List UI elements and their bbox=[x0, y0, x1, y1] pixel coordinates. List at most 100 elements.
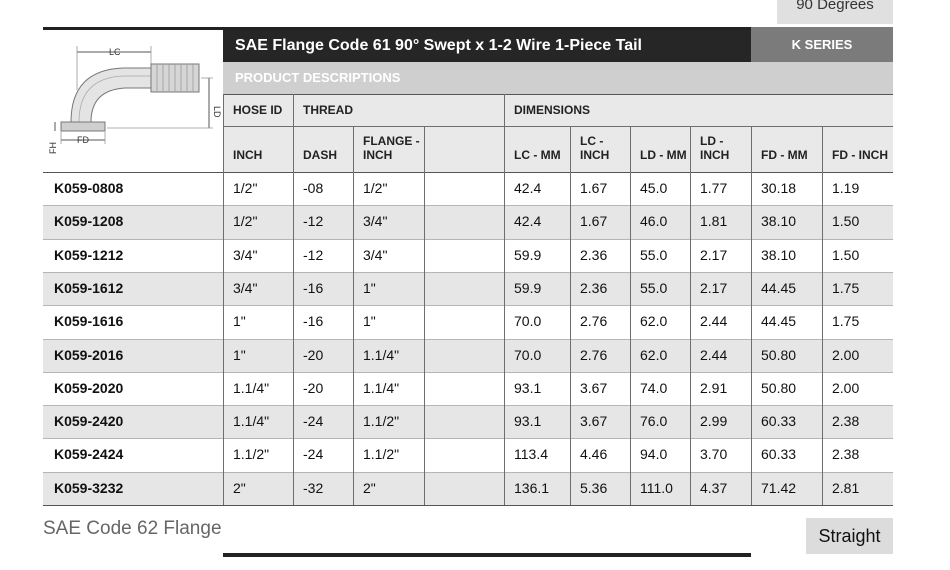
table-cell: 2.17 bbox=[700, 279, 728, 296]
column-rule bbox=[424, 126, 425, 505]
fitting-diagram-svg: LC LD FD FH bbox=[48, 46, 222, 154]
header-sub-cell: LD - INCH bbox=[690, 126, 751, 172]
row-rule bbox=[43, 305, 893, 307]
table-cell: 3/4" bbox=[233, 246, 258, 263]
table-cell: 1" bbox=[233, 346, 246, 363]
table-cell: 2.38 bbox=[832, 446, 860, 463]
column-rule bbox=[353, 126, 354, 505]
hose-part-number: K059-3232 bbox=[54, 479, 124, 496]
column-rule bbox=[630, 126, 631, 505]
table-cell: 74.0 bbox=[640, 379, 668, 396]
table-cell: -08 bbox=[303, 180, 324, 196]
table-cell: 2" bbox=[363, 479, 376, 496]
table-cell: 2.76 bbox=[580, 313, 608, 330]
table-cell: 44.45 bbox=[761, 279, 797, 296]
straight-tab[interactable]: Straight bbox=[806, 518, 893, 554]
header-sub-label: FLANGE - INCH bbox=[363, 134, 420, 162]
table-cell: 2.36 bbox=[580, 279, 608, 296]
table-cell: 1.67 bbox=[580, 180, 608, 196]
top-tab-label: 90 Degrees bbox=[796, 0, 874, 13]
table-cell: 30.18 bbox=[761, 180, 797, 196]
table-cell: 1.19 bbox=[832, 180, 860, 196]
diagram-label-ld: LD bbox=[212, 106, 222, 118]
table-cell: 62.0 bbox=[640, 346, 668, 363]
table-cell: 71.42 bbox=[761, 479, 797, 496]
table-cell: 50.80 bbox=[761, 346, 797, 363]
table-cell: 2.38 bbox=[832, 413, 860, 430]
table-cell: -20 bbox=[303, 346, 324, 363]
table-cell: 4.46 bbox=[580, 446, 608, 463]
row-rule bbox=[43, 205, 893, 207]
column-rule bbox=[690, 126, 691, 505]
header-sub-cell: FLANGE - INCH bbox=[353, 126, 424, 172]
table-cell: 2.44 bbox=[700, 346, 728, 363]
row-rule bbox=[43, 238, 893, 240]
table-cell: 1.1/2" bbox=[363, 413, 400, 430]
row-rule bbox=[43, 471, 893, 473]
table-cell: 2" bbox=[233, 479, 246, 496]
table-bottom-rule bbox=[43, 505, 893, 506]
table-cell: -12 bbox=[303, 213, 324, 230]
diagram-label-lc: LC bbox=[109, 47, 121, 57]
header-sub-label: DASH bbox=[303, 148, 338, 162]
product-descriptions-label: PRODUCT DESCRIPTIONS bbox=[235, 70, 401, 85]
table-cell: -16 bbox=[303, 313, 324, 330]
column-rule bbox=[751, 126, 752, 505]
table-cell: -12 bbox=[303, 246, 324, 263]
table-cell: 1.1/4" bbox=[363, 346, 400, 363]
hose-part-number: K059-1208 bbox=[54, 213, 124, 230]
table-cell: 136.1 bbox=[514, 479, 550, 496]
table-cell: 1/2" bbox=[363, 180, 388, 196]
hose-part-number: K059-1212 bbox=[54, 246, 124, 263]
table-cell: 3.67 bbox=[580, 379, 608, 396]
header-sub-cell: FD - INCH bbox=[822, 126, 893, 172]
header-dimensions-cell: DIMENSIONS bbox=[504, 94, 893, 126]
table-cell: 1.81 bbox=[700, 213, 728, 230]
header-sub-label: INCH bbox=[233, 148, 263, 162]
table-cell: -16 bbox=[303, 279, 324, 296]
table-cell: 1" bbox=[233, 313, 246, 330]
next-section-title: SAE Code 62 Flange bbox=[43, 518, 222, 540]
fitting-diagram: LC LD FD FH bbox=[43, 30, 223, 172]
table-cell: 3/4" bbox=[363, 213, 388, 230]
next-section-title-text: SAE Code 62 Flange bbox=[43, 518, 222, 539]
straight-tab-label: Straight bbox=[818, 526, 881, 546]
table-cell: 60.33 bbox=[761, 446, 797, 463]
bottom-divider bbox=[223, 553, 751, 557]
table-cell: 1.1/4" bbox=[363, 379, 400, 396]
table-cell: 1/2" bbox=[233, 180, 258, 196]
table-cell: 111.0 bbox=[640, 479, 673, 496]
row-rule bbox=[43, 338, 893, 340]
header-mid-rule bbox=[223, 126, 893, 127]
table-cell: 3.67 bbox=[580, 413, 608, 430]
table-cell: 1.1/4" bbox=[233, 413, 270, 430]
table-cell: 1.50 bbox=[832, 213, 860, 230]
top-tab-90-degrees[interactable]: 90 Degrees bbox=[777, 0, 893, 24]
header-sub-cell: LC - MM bbox=[504, 126, 570, 172]
header-thread-cell: THREAD bbox=[293, 94, 504, 126]
table-cell: 1/2" bbox=[233, 213, 258, 230]
table-cell: 1.1/2" bbox=[233, 446, 270, 463]
hose-part-number: K059-2016 bbox=[54, 346, 124, 363]
hose-part-number: K059-2424 bbox=[54, 446, 124, 463]
table-cell: 94.0 bbox=[640, 446, 668, 463]
top-divider bbox=[43, 27, 751, 30]
column-rule bbox=[822, 126, 823, 505]
header-sub-cell: FD - MM bbox=[751, 126, 822, 172]
table-cell: 2.81 bbox=[832, 479, 860, 496]
table-cell: 4.37 bbox=[700, 479, 728, 496]
table-cell: 93.1 bbox=[514, 413, 542, 430]
table-cell: 70.0 bbox=[514, 313, 542, 330]
table-cell: 46.0 bbox=[640, 213, 668, 230]
hose-part-number: K059-1616 bbox=[54, 313, 124, 330]
hose-part-number: K059-2020 bbox=[54, 379, 124, 396]
table-cell: 76.0 bbox=[640, 413, 668, 430]
table-cell: 5.36 bbox=[580, 479, 608, 496]
diagram-label-fh: FH bbox=[48, 142, 58, 154]
table-cell: 1.67 bbox=[580, 213, 608, 230]
table-cell: 3/4" bbox=[363, 246, 388, 263]
header-sub-label: FD - MM bbox=[761, 148, 808, 162]
header-sub-cell: DASH bbox=[293, 126, 353, 172]
table-cell: 2.44 bbox=[700, 313, 728, 330]
column-rule bbox=[570, 126, 571, 505]
